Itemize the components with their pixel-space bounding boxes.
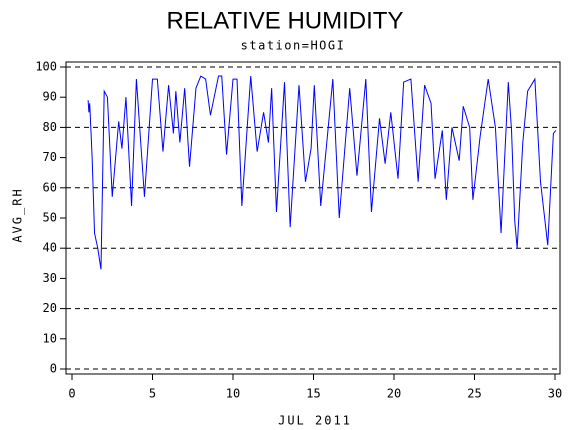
y-tick-label: 70 — [43, 150, 57, 164]
x-axis-label: JUL 2011 — [278, 414, 352, 428]
x-tick-label: 5 — [149, 387, 156, 401]
y-tick-label: 100 — [35, 60, 57, 74]
y-tick-label: 10 — [43, 331, 57, 345]
x-tick-label: 0 — [68, 387, 75, 401]
x-tick-label: 30 — [548, 387, 562, 401]
chart-title: RELATIVE HUMIDITY — [167, 7, 404, 34]
x-tick-label: 10 — [226, 387, 240, 401]
y-tick-label: 20 — [43, 301, 57, 315]
y-tick-label: 40 — [43, 241, 57, 255]
x-tick-label: 25 — [467, 387, 481, 401]
y-axis-label: AVG_RH — [11, 187, 25, 242]
y-tick-label: 50 — [43, 211, 57, 225]
y-tick-label: 0 — [50, 362, 57, 376]
x-tick-label: 20 — [387, 387, 401, 401]
y-tick-label: 90 — [43, 90, 57, 104]
y-tick-label: 80 — [43, 120, 57, 134]
data-line — [87, 75, 557, 270]
y-tick-label: 60 — [43, 180, 57, 194]
x-tick-label: 15 — [306, 387, 320, 401]
chart-subtitle: station=HOGI — [241, 39, 346, 53]
y-tick-label: 30 — [43, 271, 57, 285]
